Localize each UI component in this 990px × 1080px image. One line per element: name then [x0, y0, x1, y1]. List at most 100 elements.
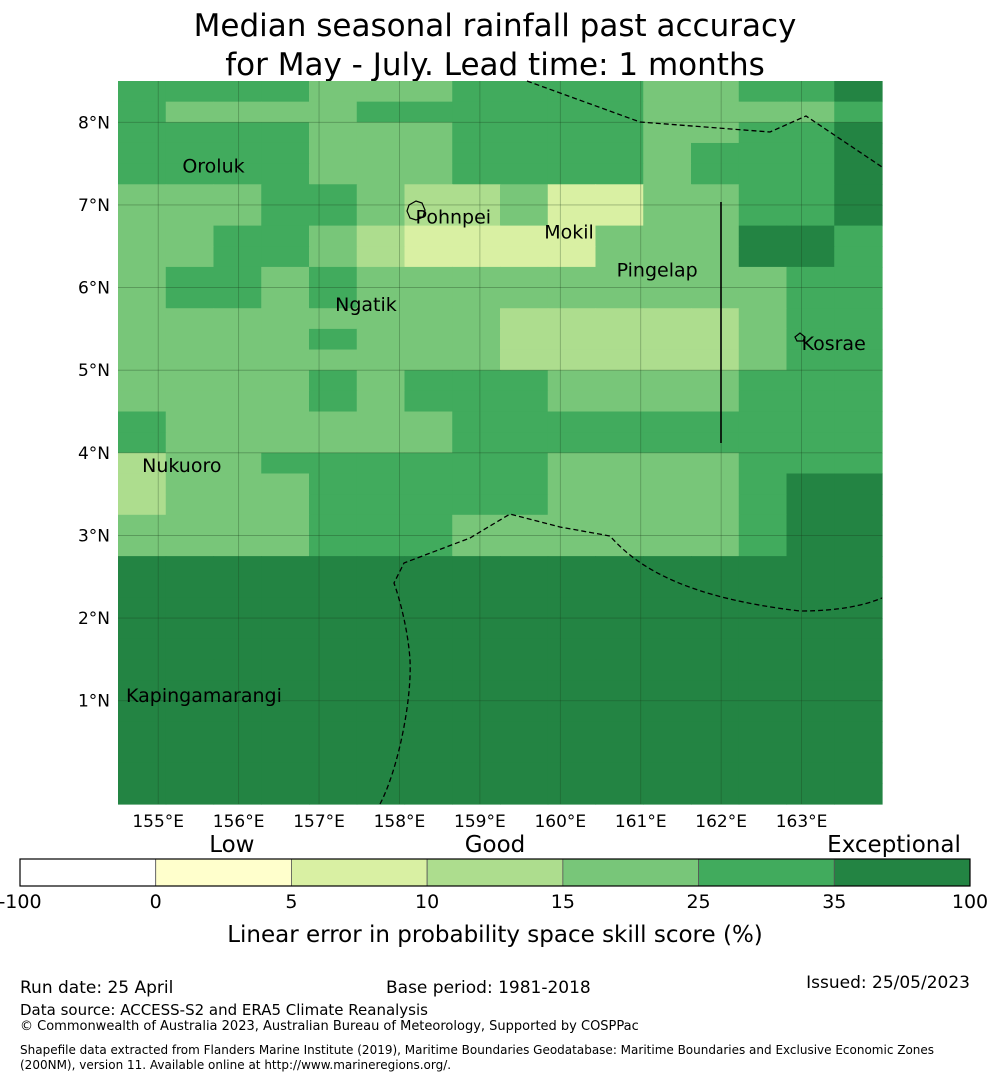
grid-cell	[261, 225, 310, 247]
copyright-notice: © Commonwealth of Australia 2023, Austra…	[20, 1019, 639, 1034]
grid-cell	[165, 535, 215, 557]
lon-tick-label: 161°E	[615, 812, 667, 832]
grid-cell	[404, 266, 453, 289]
grid-cell	[213, 225, 262, 247]
grid-cell	[309, 473, 358, 495]
grid-cell	[165, 390, 215, 413]
grid-cell	[500, 473, 549, 495]
grid-cell	[786, 266, 835, 289]
grid-cell	[547, 556, 597, 578]
grid-cell	[595, 370, 644, 392]
grid-cell	[786, 576, 835, 599]
colorbar-category-label: Low	[209, 832, 254, 858]
grid-cell	[404, 514, 453, 537]
grid-cell	[213, 535, 262, 557]
grid-cell	[595, 473, 644, 495]
grid-cell	[738, 328, 788, 351]
grid-cell	[691, 762, 740, 784]
colorbar-segment	[155, 858, 292, 887]
grid-cell	[738, 556, 788, 578]
grid-cell	[309, 618, 358, 640]
grid-cell	[547, 576, 597, 599]
grid-cell	[213, 514, 262, 537]
colorbar-tick-label: 15	[551, 891, 575, 913]
grid-cell	[500, 328, 549, 351]
grid-cell	[643, 742, 692, 764]
grid-cell	[643, 204, 692, 227]
grid-cell	[165, 349, 215, 371]
grid-cell	[738, 721, 788, 743]
colorbar-category-label: Good	[465, 832, 526, 858]
grid-cell	[165, 721, 215, 743]
lon-tick-label: 162°E	[695, 812, 747, 832]
grid-cell	[738, 783, 788, 805]
grid-cell	[452, 184, 501, 206]
grid-cell	[834, 225, 883, 247]
grid-cell	[356, 246, 406, 268]
grid-cell	[261, 390, 310, 413]
grid-cell	[165, 514, 215, 537]
grid-cell	[261, 659, 310, 681]
map-title-line-2: for May - July. Lead time: 1 months	[225, 47, 765, 83]
grid-cell	[834, 81, 883, 103]
grid-cell	[452, 659, 501, 681]
grid-cell	[595, 721, 644, 743]
island-labels: Oroluk Pohnpei Mokil Pingelap Ngatik Kosrae Nu…	[126, 155, 866, 707]
colorbar-tick-label: 100	[952, 891, 988, 913]
grid-cell	[786, 742, 835, 764]
grid-cell	[786, 762, 835, 784]
grid-cell	[595, 266, 644, 289]
grid-cell	[309, 742, 358, 764]
grid-cell	[404, 535, 453, 557]
grid-cell	[547, 783, 597, 805]
grid-cell	[165, 184, 215, 206]
grid-cell	[691, 432, 740, 454]
grid-cell	[213, 638, 262, 660]
lat-tick-label: 2°N	[78, 609, 110, 629]
grid-cell	[309, 204, 358, 227]
grid-cell	[738, 680, 788, 702]
grid-cell	[500, 494, 549, 516]
grid-cell	[261, 349, 310, 371]
grid-cell	[786, 308, 835, 330]
island-outlines	[406, 200, 806, 342]
grid-cell	[404, 246, 453, 268]
grid-cell	[786, 473, 835, 495]
grid-cell	[595, 432, 644, 454]
grid-cell	[834, 266, 883, 289]
grid-cell	[500, 638, 549, 660]
grid-cell	[547, 432, 597, 454]
grid-cell	[786, 514, 835, 537]
grid-cell	[500, 204, 549, 227]
grid-cell	[404, 432, 453, 454]
grid-cell	[595, 680, 644, 702]
grid-cell	[786, 700, 835, 722]
grid-cell	[309, 556, 358, 578]
grid-cell	[547, 101, 597, 123]
pohnpei-outline	[406, 200, 426, 221]
grid-cell	[547, 680, 597, 702]
grid-cell	[404, 390, 453, 413]
grid-cell	[309, 721, 358, 743]
grid-cell	[500, 390, 549, 413]
grid-cell	[356, 411, 406, 433]
map-axes: 155°E 156°E 157°E 158°E 159°E 160°E 161°E 162°E…	[78, 113, 827, 832]
grid-cell	[595, 184, 644, 206]
grid-cell	[356, 81, 406, 103]
grid-cell	[691, 742, 740, 764]
grid-cell	[213, 659, 262, 681]
lon-tick-label: 160°E	[534, 812, 586, 832]
grid-cell	[452, 473, 501, 495]
grid-cell	[834, 762, 883, 784]
grid-cell	[452, 721, 501, 743]
grid-cell	[404, 370, 453, 392]
island-label-kapingamarangi: Kapingamarangi	[126, 685, 282, 707]
grid-cell	[213, 184, 262, 206]
grid-cell	[643, 514, 692, 537]
grid-cell	[404, 411, 453, 433]
grid-cell	[452, 122, 501, 144]
grid-cell	[404, 576, 453, 599]
grid-cell	[691, 163, 740, 185]
grid-cell	[261, 308, 310, 330]
grid-cell	[547, 659, 597, 681]
